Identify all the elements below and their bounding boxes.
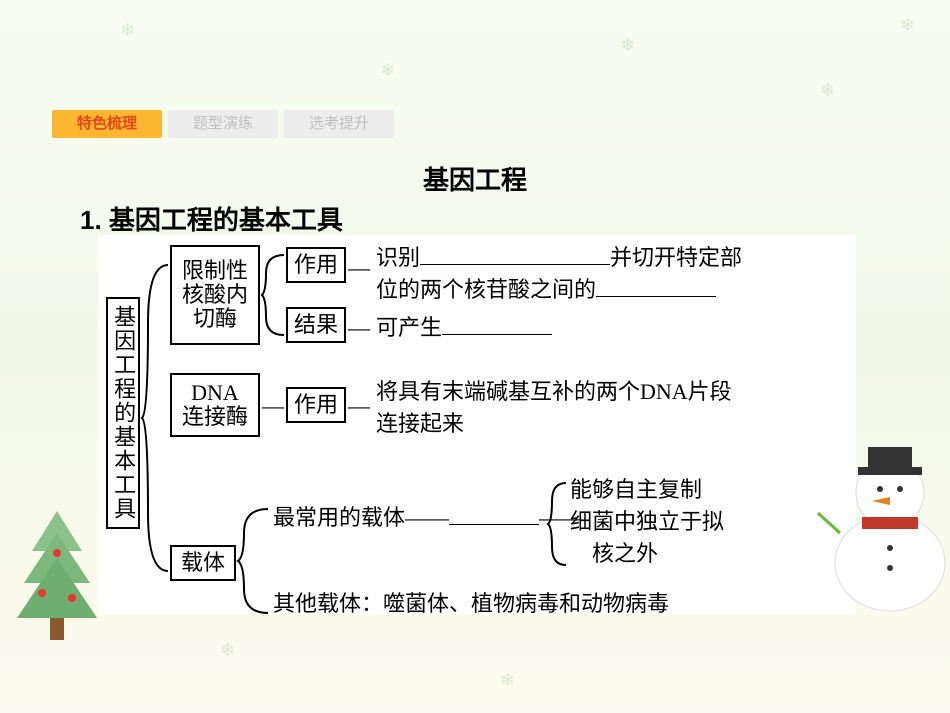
text-n3-sub2: 细菌中独立于拟 [570, 507, 724, 538]
tab-bar: 特色梳理 题型演练 选考提升 [52, 110, 394, 138]
text-n1-result: 可产生 [376, 313, 552, 344]
node-dna-ligase: DNA 连接酶 [170, 373, 260, 437]
node-n2-action: 作用 [286, 387, 346, 423]
node-vector: 载体 [170, 545, 236, 581]
brace-n3 [236, 505, 270, 617]
brace-n1 [260, 253, 286, 337]
text-n1-line2: 位的两个核苷酸之间的 [376, 275, 716, 306]
text-n1-line1: 识别并切开特定部 [376, 243, 742, 274]
concept-diagram: 基因工程的基本工具 限制性 核酸内 切酶 作用 结果 — — 识别并切开特定部 … [98, 235, 856, 615]
node-root: 基因工程的基本工具 [106, 297, 140, 529]
section-title: 1. 基因工程的基本工具 [80, 200, 343, 237]
node-n1-result: 结果 [286, 307, 346, 343]
node-n1-action: 作用 [286, 247, 346, 283]
tree-icon [12, 503, 102, 643]
tab-exam[interactable]: 选考提升 [284, 110, 394, 138]
tab-features[interactable]: 特色梳理 [52, 110, 162, 138]
brace-root [140, 263, 170, 573]
text-n3-other: 其他载体：噬菌体、植物病毒和动物病毒 [273, 589, 669, 620]
text-n3-sub1: 能够自主复制 [570, 475, 702, 506]
node-restriction-enzyme: 限制性 核酸内 切酶 [170, 245, 260, 345]
text-n3-common: 最常用的载体———— [273, 503, 583, 534]
brace-n3-sub [546, 479, 568, 569]
tab-practice[interactable]: 题型演练 [168, 110, 278, 138]
text-n2-line2: 连接起来 [376, 409, 464, 440]
snowman-icon [810, 413, 950, 613]
text-n3-sub3: 核之外 [592, 539, 658, 570]
page-title: 基因工程 [0, 160, 950, 197]
text-n2-line1: 将具有末端碱基互补的两个DNA片段 [376, 377, 732, 408]
